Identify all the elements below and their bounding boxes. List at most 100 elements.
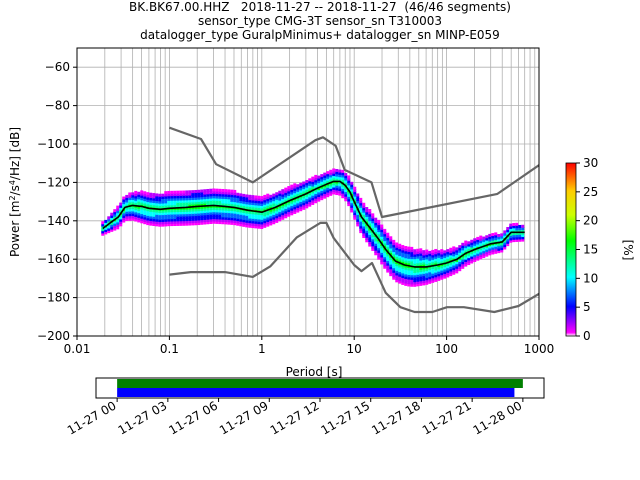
psd-cell (308, 203, 312, 207)
psd-cell (350, 181, 354, 185)
psd-cell (380, 226, 384, 230)
psd-cell (515, 234, 519, 238)
psd-cell (359, 200, 363, 204)
psd-cell (347, 200, 351, 204)
psd-cell (389, 270, 393, 274)
psd-cell (146, 201, 150, 205)
psd-cell (485, 246, 489, 250)
psd-cell (335, 171, 339, 175)
psd-cell (161, 205, 165, 209)
timeline-tick-label: 11-27 00 (65, 398, 119, 437)
psd-cell (167, 213, 171, 217)
psd-cell (419, 250, 423, 254)
psd-cell (272, 209, 276, 213)
psd-cell (269, 206, 273, 210)
psd-cell (305, 186, 309, 190)
psd-cell (332, 177, 336, 181)
psd-cell (506, 227, 510, 231)
psd-cell (398, 278, 402, 282)
psd-cell (116, 205, 120, 209)
psd-cell (329, 185, 333, 189)
psd-cell (398, 273, 402, 277)
psd-cell (518, 229, 522, 233)
psd-cell (158, 219, 162, 223)
psd-cell (245, 205, 249, 209)
psd-cell (116, 226, 120, 230)
psd-cell (344, 193, 348, 197)
psd-cell (512, 239, 516, 243)
psd-cell (362, 214, 366, 218)
psd-cell (209, 214, 213, 218)
psd-cell (248, 206, 252, 210)
psd-cell (413, 272, 417, 276)
psd-cell (476, 253, 480, 257)
psd-cell (221, 188, 225, 192)
psd-cell (362, 211, 366, 215)
psd-cell (395, 270, 399, 274)
psd-cell (338, 181, 342, 185)
psd-cell (380, 236, 384, 240)
psd-cell (488, 250, 492, 254)
psd-cell (401, 277, 405, 281)
psd-cell (296, 188, 300, 192)
psd-cell (254, 206, 258, 210)
psd-cell (440, 251, 444, 255)
psd-cell (179, 218, 183, 222)
psd-cell (476, 241, 480, 245)
psd-cell (479, 244, 483, 248)
psd-cell (374, 236, 378, 240)
psd-cell (335, 182, 339, 186)
psd-cell (401, 247, 405, 251)
psd-cell (131, 217, 135, 221)
psd-cell (317, 189, 321, 193)
psd-cell (170, 197, 174, 201)
psd-cell (389, 252, 393, 256)
psd-cell (200, 217, 204, 221)
psd-cell (374, 238, 378, 242)
psd-cell (452, 246, 456, 250)
psd-cell (395, 242, 399, 246)
psd-cell (284, 187, 288, 191)
psd-cell (245, 199, 249, 203)
psd-cell (173, 209, 177, 213)
psd-cell (302, 204, 306, 208)
psd-cell (263, 213, 267, 217)
psd-cell (422, 273, 426, 277)
psd-cell (128, 206, 132, 210)
psd-cell (467, 252, 471, 256)
psd-cell (248, 217, 252, 221)
psd-cell (146, 212, 150, 216)
psd-cell (209, 211, 213, 215)
psd-cell (260, 198, 264, 202)
psd-cell (206, 205, 210, 209)
psd-cell (371, 227, 375, 231)
psd-cell (143, 202, 147, 206)
psd-cell (242, 221, 246, 225)
psd-cell (437, 277, 441, 281)
psd-cell (245, 194, 249, 198)
psd-cell (185, 195, 189, 199)
psd-cell (374, 219, 378, 223)
psd-cell (443, 250, 447, 254)
psd-cell (362, 205, 366, 209)
psd-cell (455, 261, 459, 265)
psd-cell (422, 257, 426, 261)
psd-cell (320, 176, 324, 180)
psd-cell (272, 207, 276, 211)
psd-cell (122, 203, 126, 207)
psd-cell (476, 257, 480, 261)
psd-cell (272, 202, 276, 206)
psd-cell (203, 209, 207, 213)
psd-cell (434, 251, 438, 255)
psd-cell (308, 199, 312, 203)
psd-cell (440, 256, 444, 260)
psd-cell (413, 274, 417, 278)
psd-cell (383, 231, 387, 235)
psd-cell (170, 211, 174, 215)
psd-cell (413, 263, 417, 267)
psd-cell (362, 235, 366, 239)
psd-cell (449, 256, 453, 260)
psd-cell (365, 211, 369, 215)
psd-cell (284, 194, 288, 198)
psd-cell (326, 184, 330, 188)
